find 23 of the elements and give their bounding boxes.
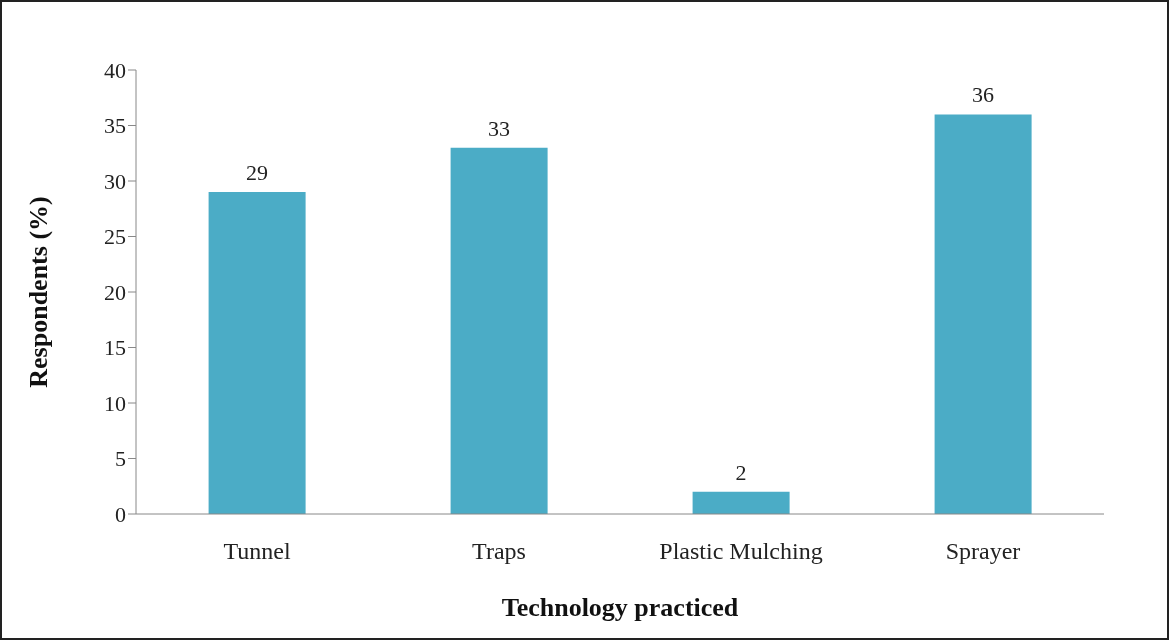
y-axis-title: Respondents (%) <box>24 196 54 388</box>
y-tick-label: 0 <box>115 501 126 527</box>
y-tick-label: 35 <box>104 113 126 139</box>
bar <box>692 491 790 514</box>
x-tick-label: Traps <box>472 538 526 565</box>
bar <box>450 147 548 514</box>
x-tick-label: Tunnel <box>223 538 291 565</box>
y-tick-label: 30 <box>104 168 126 194</box>
x-axis-title: Technology practiced <box>501 593 739 622</box>
bar <box>208 192 306 514</box>
data-label: 2 <box>735 459 747 485</box>
y-tick-label: 5 <box>115 446 126 472</box>
y-tick-label: 15 <box>104 335 126 361</box>
data-label: 33 <box>488 115 511 141</box>
x-tick-label: Plastic Mulching <box>659 538 823 565</box>
data-label: 36 <box>972 82 995 108</box>
x-tick-label: Sprayer <box>945 538 1021 565</box>
y-tick-label: 40 <box>104 57 126 83</box>
data-label: 29 <box>246 160 269 186</box>
y-tick-label: 20 <box>104 279 126 305</box>
bar <box>934 114 1032 514</box>
y-tick-label: 25 <box>104 224 126 250</box>
y-tick-label: 10 <box>104 390 126 416</box>
